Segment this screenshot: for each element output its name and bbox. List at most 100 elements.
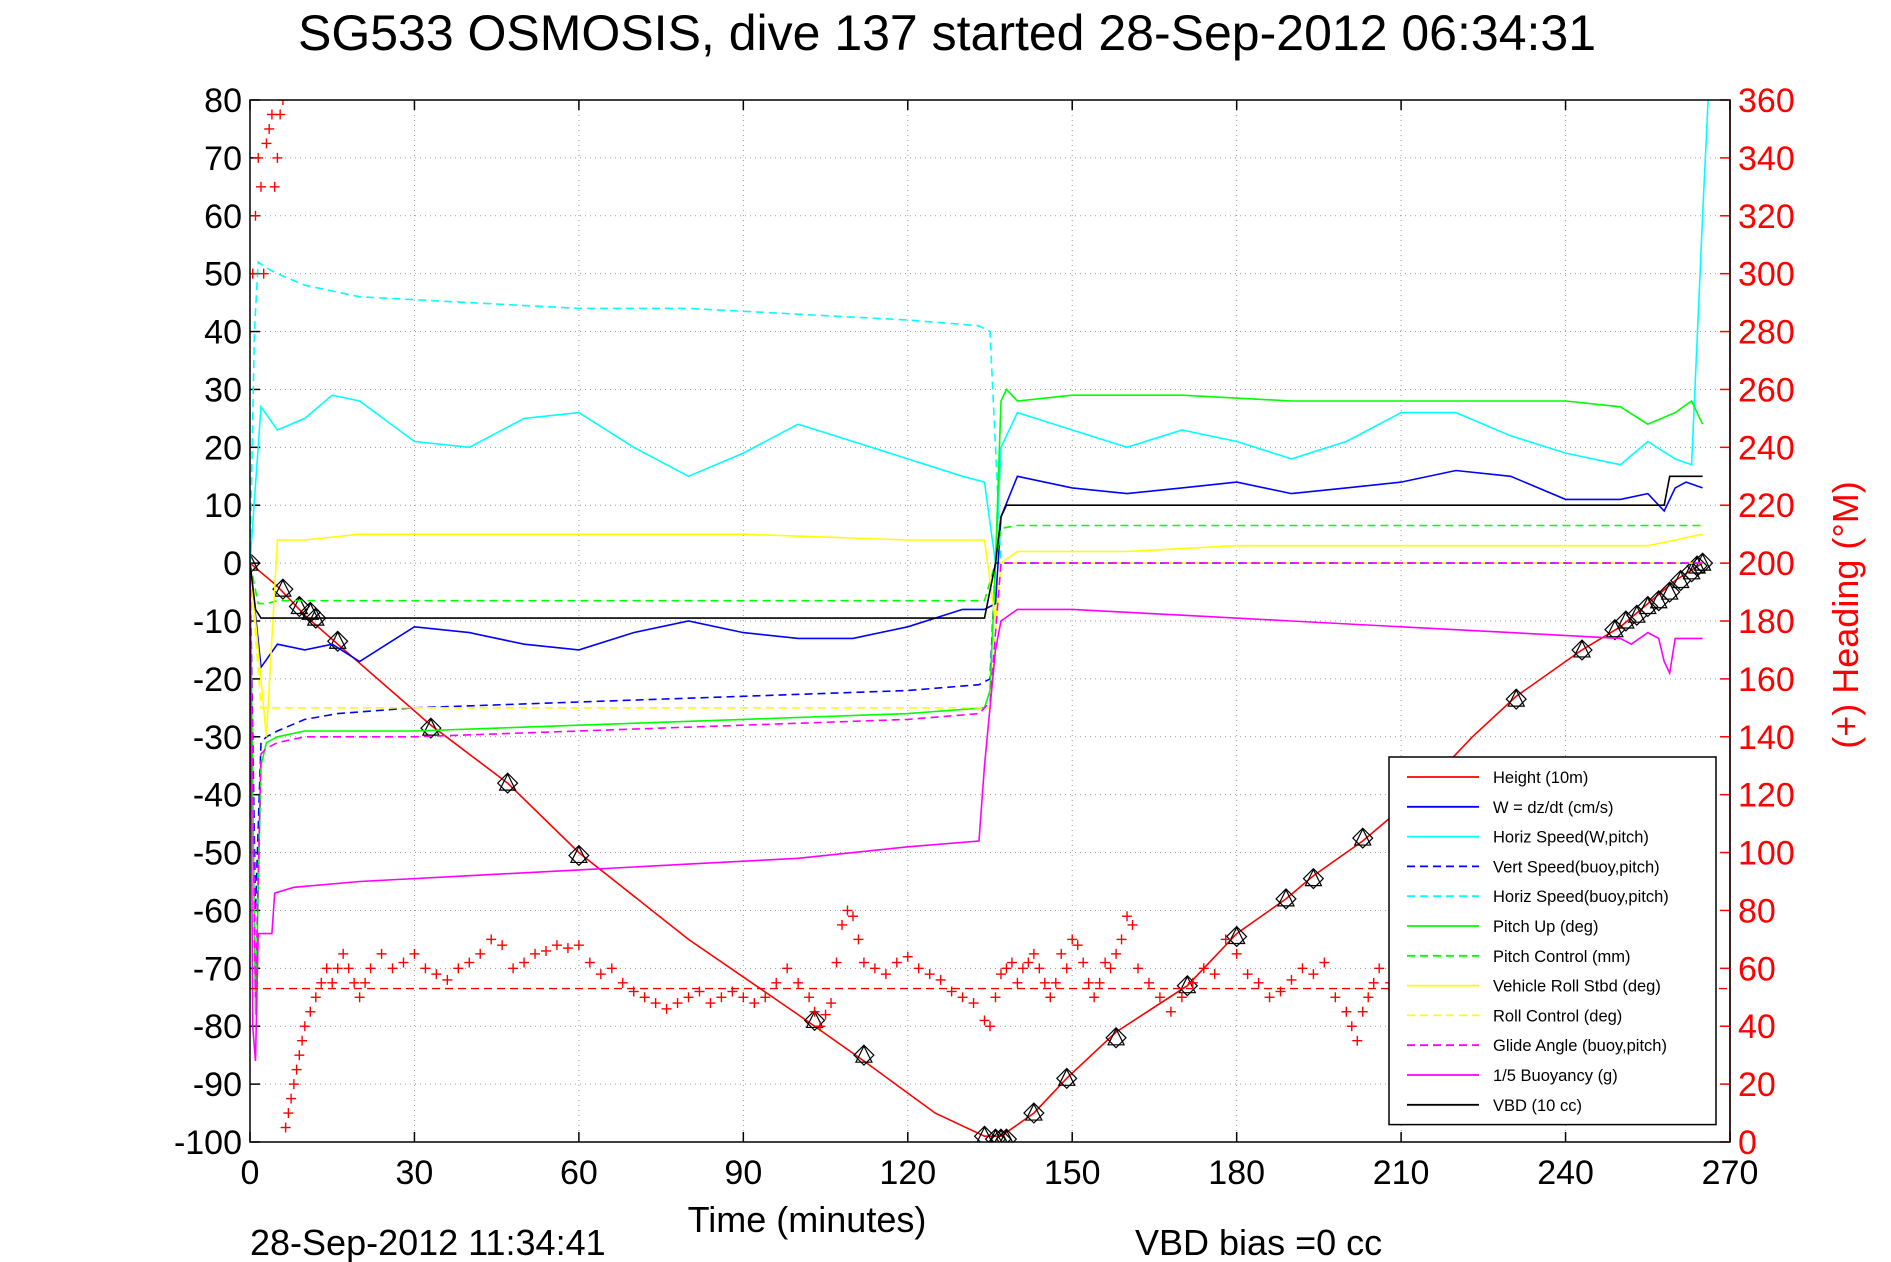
x-tick-label: 0	[241, 1154, 260, 1192]
legend-box	[1388, 756, 1717, 1126]
legend-label: Pitch Up (deg)	[1493, 918, 1598, 936]
heading-point	[1006, 957, 1017, 968]
heading-point	[584, 957, 595, 968]
legend-item-roll: Vehicle Roll Stbd (deg)	[1407, 978, 1661, 996]
y-tick-label-right: 20	[1738, 1066, 1776, 1104]
heading-point	[354, 992, 365, 1003]
height-marker	[1105, 1027, 1127, 1049]
heading-point	[305, 1006, 316, 1017]
heading-point	[562, 943, 573, 954]
y-tick-label-left: -30	[193, 719, 242, 757]
heading-point	[771, 977, 782, 988]
heading-point	[264, 123, 275, 134]
heading-point	[1352, 1035, 1363, 1046]
heading-point	[1133, 963, 1143, 974]
heading-point	[508, 963, 519, 974]
height-marker	[272, 578, 294, 600]
heading-point	[316, 977, 327, 988]
heading-point	[261, 138, 272, 149]
y-tick-label-left: 70	[204, 140, 242, 178]
legend-item-glide: Glide Angle (buoy,pitch)	[1407, 1037, 1667, 1055]
heading-point	[650, 998, 661, 1009]
y-tick-label-left: 20	[204, 429, 242, 467]
legend-label: Height (10m)	[1493, 769, 1588, 787]
heading-point	[1253, 977, 1264, 988]
heading-point	[1154, 992, 1165, 1003]
heading-point	[683, 992, 694, 1003]
y-tick-label-left: -20	[193, 661, 242, 699]
heading-point	[628, 986, 639, 997]
heading-point	[1045, 992, 1056, 1003]
height-marker	[1302, 867, 1325, 890]
y-tick-label-right: 200	[1738, 545, 1795, 583]
heading-point	[694, 986, 705, 997]
legend-item-horiz_buoy: Horiz Speed(buoy,pitch)	[1407, 888, 1669, 906]
y-tick-label-right: 140	[1738, 719, 1795, 757]
heading-point	[891, 957, 902, 968]
legend-label: Glide Angle (buoy,pitch)	[1493, 1037, 1667, 1055]
heading-point	[475, 948, 486, 959]
height-marker	[420, 717, 442, 739]
y-tick-label-right: 160	[1738, 661, 1795, 699]
heading-point	[661, 1003, 672, 1014]
x-tick-label: 270	[1702, 1154, 1759, 1192]
x-axis: 0 30 60 90 120 150 180 210 240 270	[241, 100, 1759, 1192]
heading-point	[957, 992, 968, 1003]
heading-point	[749, 998, 760, 1009]
heading-point	[1231, 948, 1242, 959]
height-marker	[1571, 639, 1593, 661]
height-marker	[496, 772, 519, 794]
y-tick-label-left: 80	[204, 82, 242, 120]
y-tick-label-left: -60	[193, 892, 242, 930]
heading-point	[409, 948, 420, 959]
series-glide	[250, 562, 1703, 998]
heading-point	[842, 905, 853, 916]
heading-point	[1012, 977, 1023, 988]
heading-point	[332, 963, 343, 974]
heading-point	[338, 948, 349, 959]
heading-point	[1067, 934, 1078, 945]
heading-point	[365, 963, 376, 974]
heading-point	[1374, 963, 1385, 974]
heading-point	[1143, 977, 1154, 988]
x-axis-label: Time (minutes)	[688, 1199, 927, 1240]
y-tick-label-left: 10	[204, 487, 242, 525]
y-tick-label-right: 360	[1738, 82, 1795, 120]
heading-point	[1198, 963, 1209, 974]
heading-point	[1242, 969, 1253, 980]
y-tick-label-right: 280	[1738, 314, 1795, 352]
x-tick-label: 210	[1373, 1154, 1430, 1192]
heading-point	[255, 181, 266, 192]
heading-point	[1346, 1021, 1357, 1032]
legend-item-w: W = dz/dt (cm/s)	[1407, 799, 1614, 817]
heading-point	[1056, 948, 1067, 959]
heading-point	[1050, 977, 1061, 988]
heading-point	[1072, 940, 1083, 951]
heading-point	[858, 957, 869, 968]
legend-label: 1/5 Buoyancy (g)	[1493, 1067, 1618, 1085]
heading-point	[360, 977, 371, 988]
heading-point	[782, 963, 793, 974]
y-tick-label-right: 320	[1738, 198, 1795, 236]
heading-point	[924, 969, 935, 980]
height-marker	[1055, 1067, 1078, 1090]
heading-point	[1176, 992, 1187, 1003]
x-tick-label: 90	[724, 1154, 762, 1192]
heading-point	[831, 957, 842, 968]
heading-point	[464, 957, 475, 968]
heading-point	[837, 919, 847, 930]
heading-point	[453, 963, 464, 974]
heading-point	[349, 977, 360, 988]
heading-point	[738, 992, 749, 1003]
chart-title: SG533 OSMOSIS, dive 137 started 28-Sep-2…	[298, 5, 1596, 61]
legend-item-vert_buoy: Vert Speed(buoy,pitch)	[1407, 858, 1660, 876]
legend-item-pitch_up: Pitch Up (deg)	[1407, 918, 1598, 936]
heading-point	[519, 957, 530, 968]
heading-point	[250, 210, 261, 221]
legend-item-roll_ctrl: Roll Control (deg)	[1407, 1007, 1622, 1025]
heading-point	[1116, 934, 1127, 945]
heading-point	[606, 963, 617, 974]
y-axis-left: -100-90-80-70-60-50-40-30-20-10010203040…	[174, 82, 260, 1162]
y-tick-label-right: 340	[1738, 140, 1795, 178]
y-tick-label-left: -10	[193, 603, 242, 641]
